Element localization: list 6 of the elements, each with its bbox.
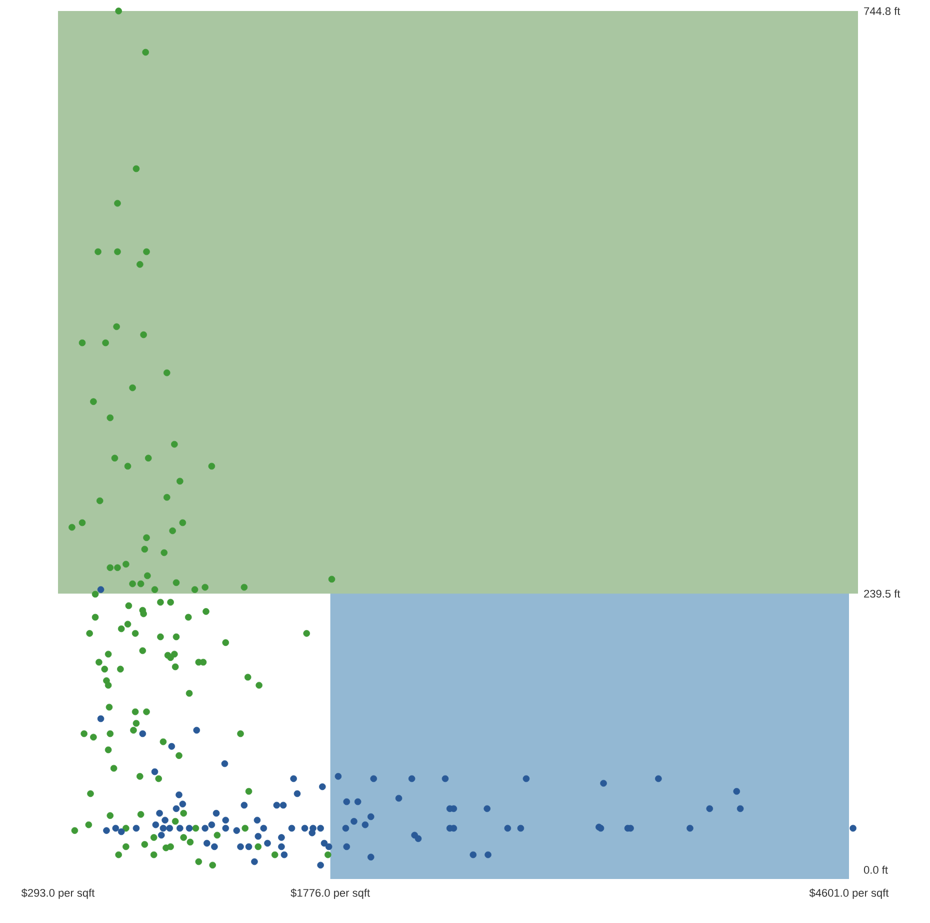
x-tick-label: $4601.0 per sqft	[809, 888, 889, 899]
y-tick-label: 239.5 ft	[864, 590, 900, 598]
x-tick-label: $293.0 per sqft	[21, 888, 95, 899]
x-tick-label: $1776.0 per sqft	[290, 888, 370, 899]
y-tick-label: 0.0 ft	[864, 866, 888, 874]
y-tick-label: 744.8 ft	[864, 6, 900, 16]
